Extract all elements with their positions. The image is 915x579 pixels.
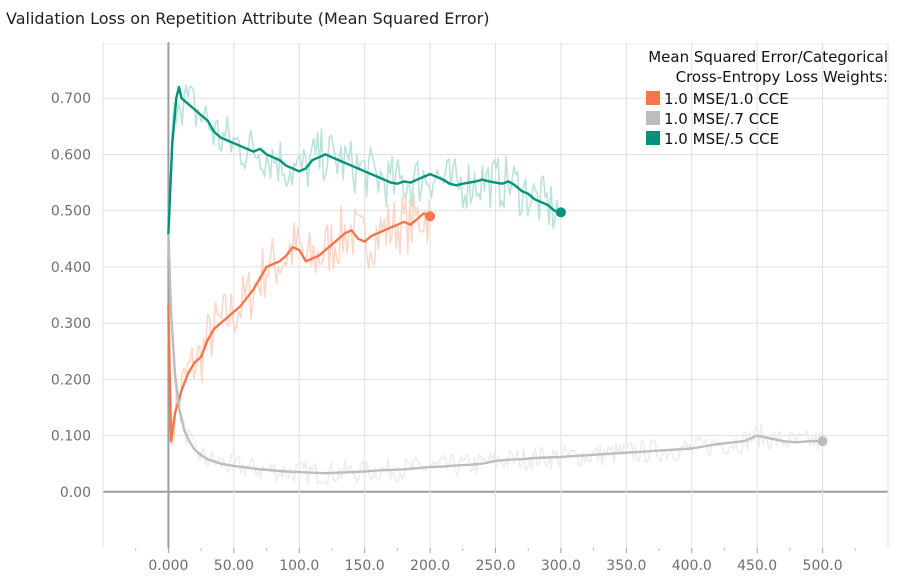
y-tick-label: 0.200 xyxy=(51,372,91,388)
raw-trace-2 xyxy=(167,84,562,229)
legend-swatch xyxy=(646,111,660,125)
raw-trace-1 xyxy=(167,228,823,486)
y-tick-label: 0.100 xyxy=(51,429,91,445)
axes: 0.00 0.100 0.200 0.300 0.400 0.500 0.600 0.700 0… xyxy=(51,91,856,574)
x-tick-label: 300.0 xyxy=(541,558,581,574)
x-tick-label: 0.000 xyxy=(148,558,188,574)
y-tick-label: 0.500 xyxy=(51,204,91,220)
legend-swatch xyxy=(646,131,660,145)
y-tick-label: 0.400 xyxy=(51,260,91,276)
smoothed-line-0 xyxy=(167,212,432,443)
smoothed-series-lines xyxy=(167,85,828,475)
final-point-0 xyxy=(425,211,436,222)
x-tick-label: 250.0 xyxy=(475,558,515,574)
y-tick-label: 0.00 xyxy=(60,485,91,501)
x-tick-label: 400.0 xyxy=(672,558,712,574)
legend-label: 1.0 MSE/.7 CCE xyxy=(664,110,779,128)
x-tick-label: 350.0 xyxy=(606,558,646,574)
final-point-2 xyxy=(555,207,566,218)
x-tick-label: 150.0 xyxy=(345,558,385,574)
y-tick-label: 0.700 xyxy=(51,91,91,107)
legend-swatch xyxy=(646,91,660,105)
y-tick-label: 0.600 xyxy=(51,147,91,163)
legend-title-line: Mean Squared Error/Categorical xyxy=(648,48,888,66)
legend: Mean Squared Error/Categorical Cross-Entr… xyxy=(646,48,888,148)
x-tick-label: 100.0 xyxy=(279,558,319,574)
legend-label: 1.0 MSE/1.0 CCE xyxy=(664,90,789,108)
legend-title-line: Cross-Entropy Loss Weights: xyxy=(676,68,888,86)
final-point-1 xyxy=(817,436,828,447)
x-tick-label: 450.0 xyxy=(737,558,777,574)
raw-trace-0 xyxy=(167,192,431,446)
x-tick-label: 500.0 xyxy=(803,558,843,574)
x-tick-label: 50.00 xyxy=(214,558,254,574)
legend-label: 1.0 MSE/.5 CCE xyxy=(664,130,779,148)
smoothed-line-2 xyxy=(167,85,563,235)
y-tick-label: 0.300 xyxy=(51,316,91,332)
smoothed-line-1 xyxy=(167,232,824,475)
x-tick-label: 200.0 xyxy=(410,558,450,574)
raw-series-lines xyxy=(167,84,823,486)
chart-title: Validation Loss on Repetition Attribute … xyxy=(6,9,490,28)
